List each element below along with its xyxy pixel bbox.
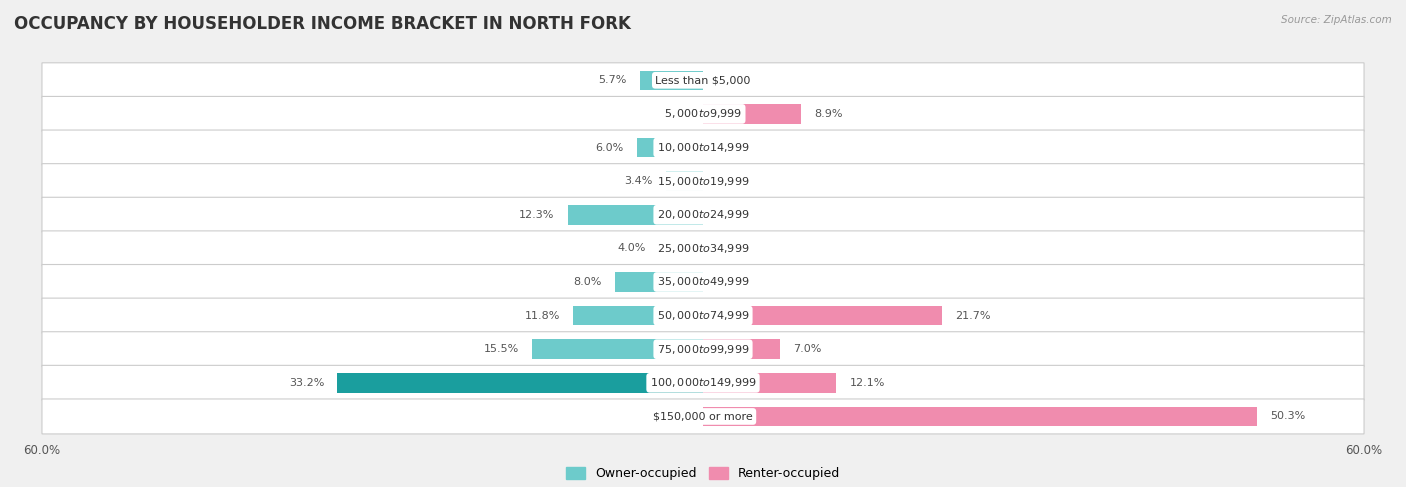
Text: $75,000 to $99,999: $75,000 to $99,999 — [657, 343, 749, 356]
Bar — [703, 104, 801, 124]
Bar — [703, 373, 837, 393]
Text: $10,000 to $14,999: $10,000 to $14,999 — [657, 141, 749, 154]
Text: 0.0%: 0.0% — [716, 244, 744, 253]
Text: Less than $5,000: Less than $5,000 — [655, 75, 751, 85]
Text: $5,000 to $9,999: $5,000 to $9,999 — [664, 108, 742, 120]
Text: 4.0%: 4.0% — [617, 244, 645, 253]
Bar — [703, 407, 1257, 426]
Bar — [659, 239, 703, 258]
FancyBboxPatch shape — [42, 332, 1364, 367]
Text: 0.0%: 0.0% — [662, 109, 690, 119]
Text: 5.7%: 5.7% — [599, 75, 627, 85]
Bar — [337, 373, 703, 393]
Bar — [533, 339, 703, 359]
Text: $35,000 to $49,999: $35,000 to $49,999 — [657, 276, 749, 288]
Text: 21.7%: 21.7% — [955, 311, 991, 320]
Legend: Owner-occupied, Renter-occupied: Owner-occupied, Renter-occupied — [561, 462, 845, 485]
Text: 0.0%: 0.0% — [716, 75, 744, 85]
FancyBboxPatch shape — [42, 96, 1364, 131]
Bar — [703, 339, 780, 359]
FancyBboxPatch shape — [42, 365, 1364, 400]
Text: 0.0%: 0.0% — [716, 143, 744, 152]
Text: 0.0%: 0.0% — [662, 412, 690, 421]
Text: 7.0%: 7.0% — [793, 344, 821, 354]
Text: 12.3%: 12.3% — [519, 210, 554, 220]
Bar — [703, 306, 942, 325]
Text: $150,000 or more: $150,000 or more — [654, 412, 752, 421]
Text: OCCUPANCY BY HOUSEHOLDER INCOME BRACKET IN NORTH FORK: OCCUPANCY BY HOUSEHOLDER INCOME BRACKET … — [14, 15, 631, 33]
Text: Source: ZipAtlas.com: Source: ZipAtlas.com — [1281, 15, 1392, 25]
Text: $20,000 to $24,999: $20,000 to $24,999 — [657, 208, 749, 221]
FancyBboxPatch shape — [42, 63, 1364, 98]
FancyBboxPatch shape — [42, 231, 1364, 266]
FancyBboxPatch shape — [42, 298, 1364, 333]
Text: 12.1%: 12.1% — [849, 378, 884, 388]
FancyBboxPatch shape — [42, 130, 1364, 165]
Bar — [574, 306, 703, 325]
FancyBboxPatch shape — [42, 264, 1364, 300]
Text: 0.0%: 0.0% — [716, 277, 744, 287]
Bar — [637, 138, 703, 157]
Text: $25,000 to $34,999: $25,000 to $34,999 — [657, 242, 749, 255]
FancyBboxPatch shape — [42, 399, 1364, 434]
Text: 8.0%: 8.0% — [574, 277, 602, 287]
Text: 15.5%: 15.5% — [484, 344, 519, 354]
Text: $50,000 to $74,999: $50,000 to $74,999 — [657, 309, 749, 322]
Text: 6.0%: 6.0% — [596, 143, 624, 152]
FancyBboxPatch shape — [42, 164, 1364, 199]
Bar — [640, 71, 703, 90]
Text: 0.0%: 0.0% — [716, 176, 744, 186]
Text: $15,000 to $19,999: $15,000 to $19,999 — [657, 175, 749, 187]
Text: 3.4%: 3.4% — [624, 176, 652, 186]
Text: 50.3%: 50.3% — [1270, 412, 1305, 421]
Bar — [665, 171, 703, 191]
Bar — [614, 272, 703, 292]
Bar — [568, 205, 703, 225]
Text: 0.0%: 0.0% — [716, 210, 744, 220]
FancyBboxPatch shape — [42, 197, 1364, 232]
Text: 33.2%: 33.2% — [288, 378, 325, 388]
Text: 11.8%: 11.8% — [524, 311, 560, 320]
Text: $100,000 to $149,999: $100,000 to $149,999 — [650, 376, 756, 389]
Text: 8.9%: 8.9% — [814, 109, 842, 119]
